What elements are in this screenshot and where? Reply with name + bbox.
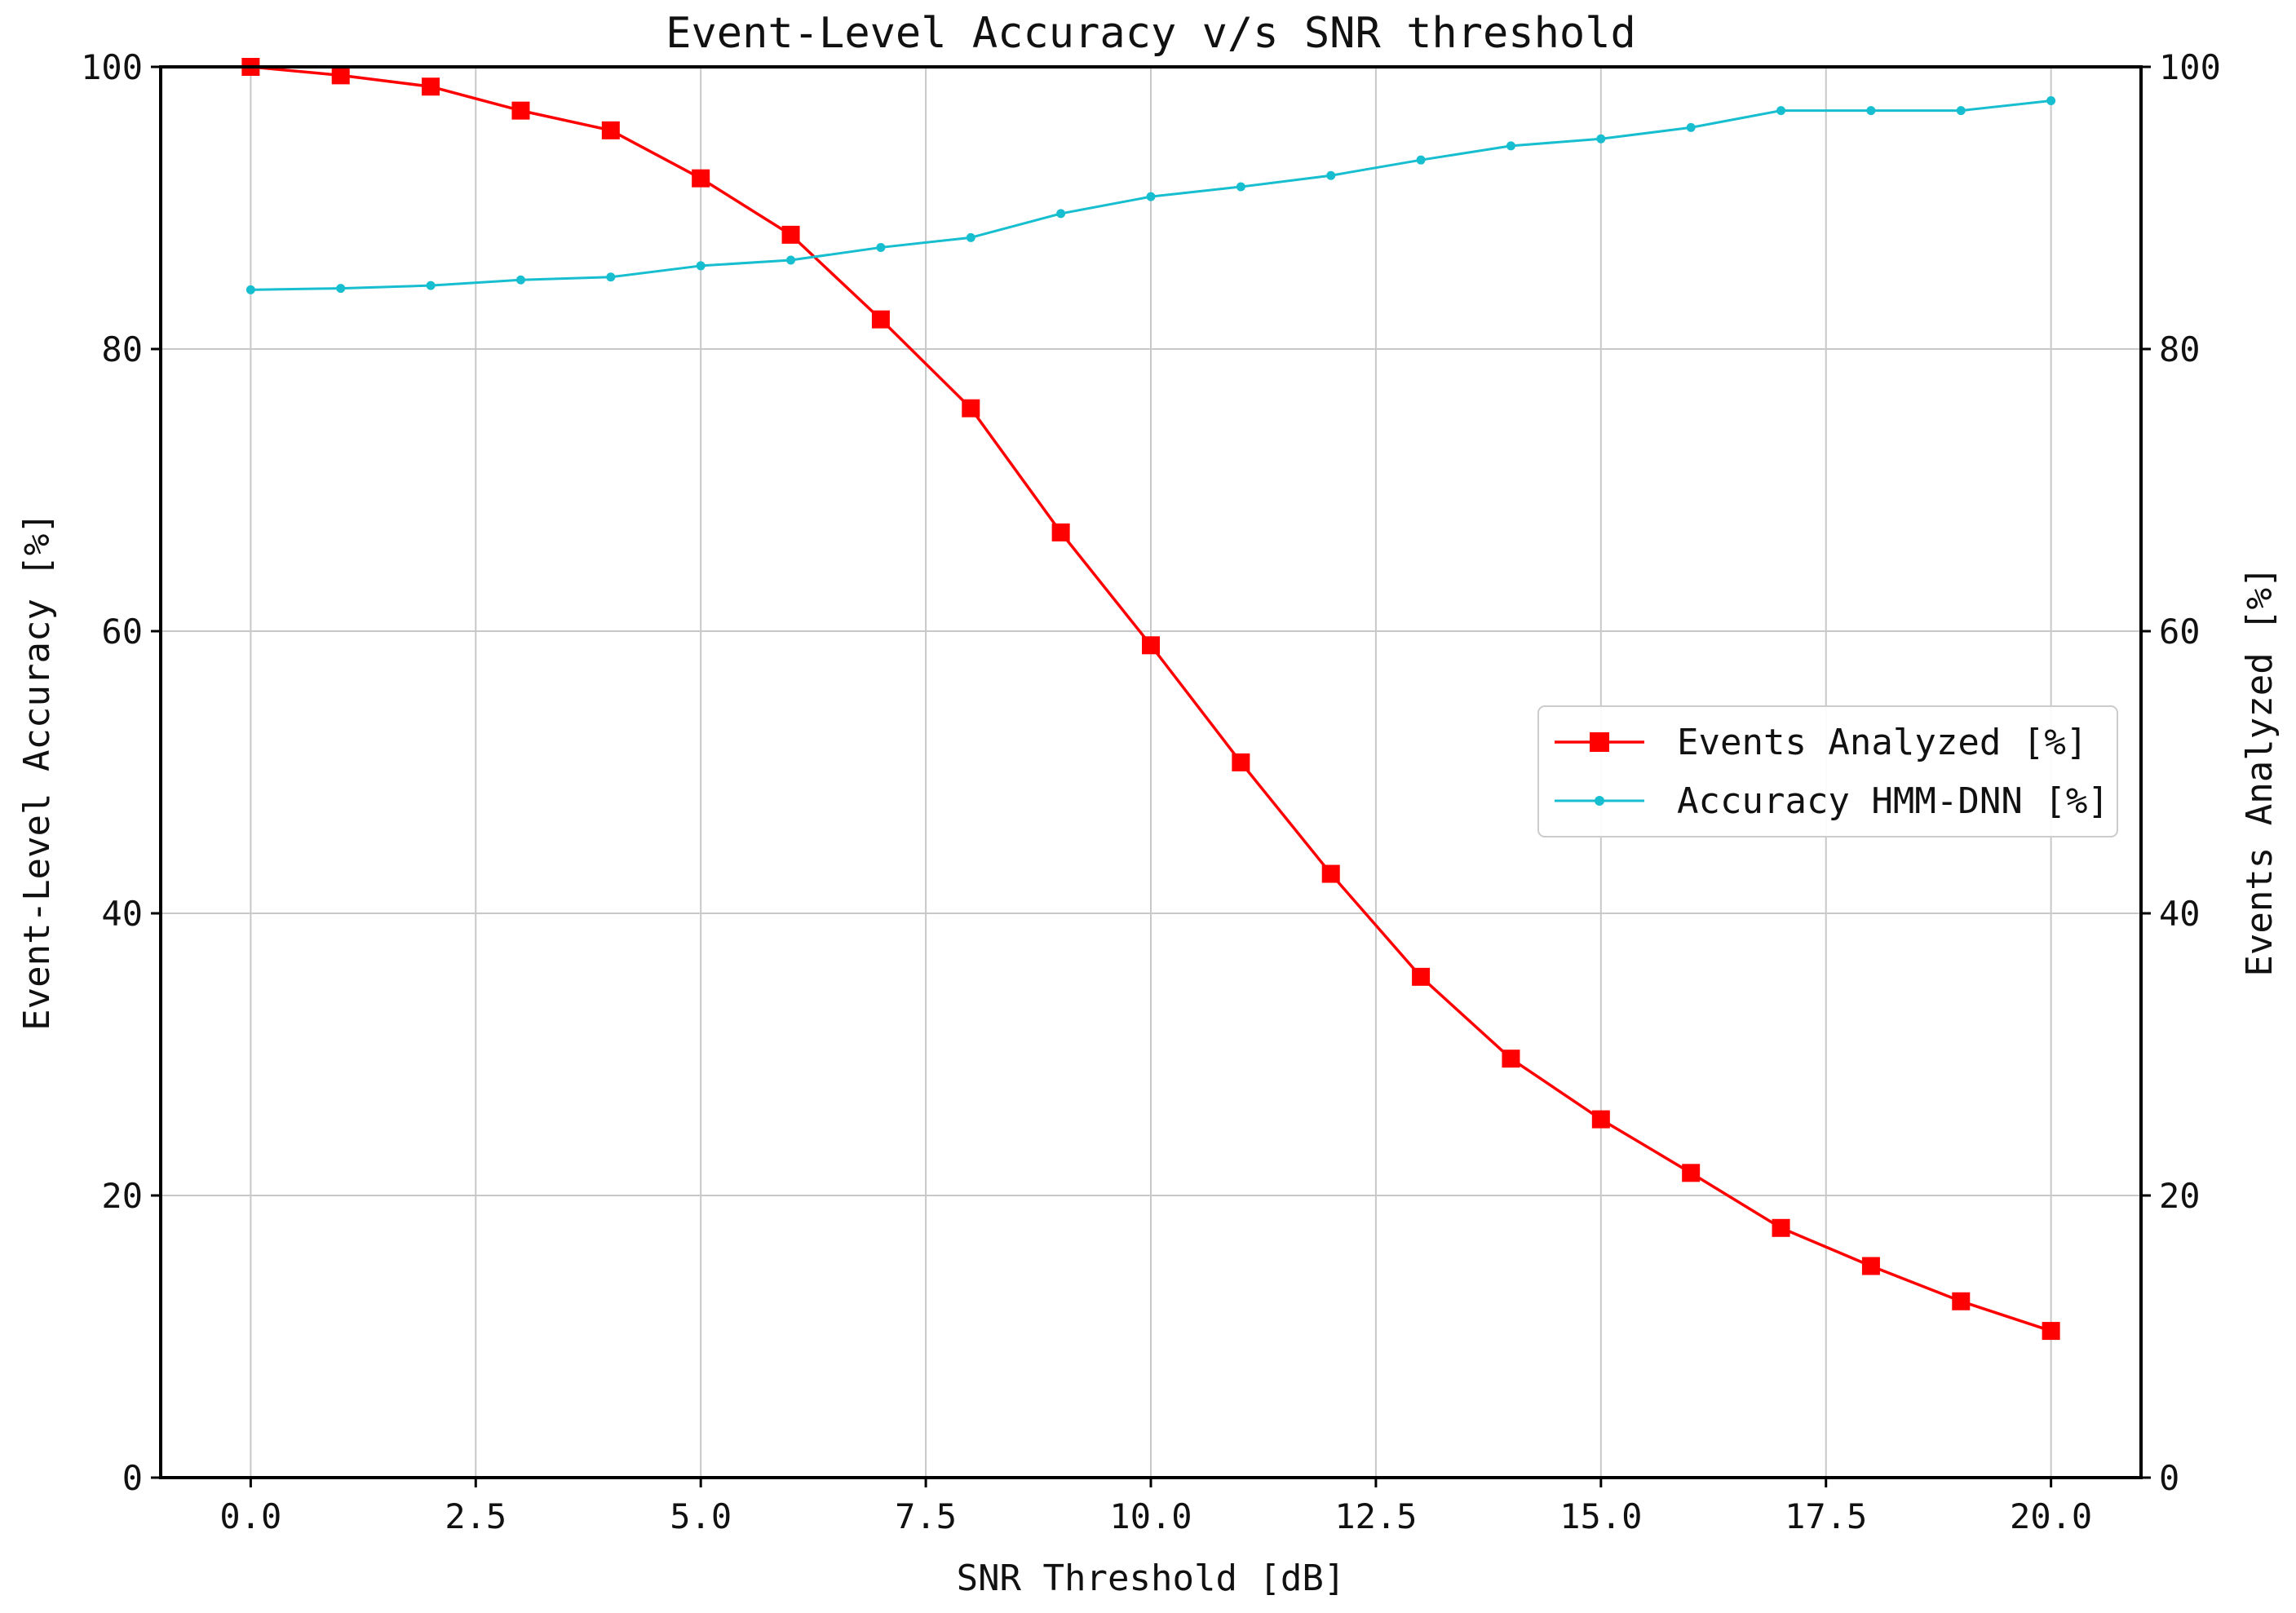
x-axis-ticks: 0.0 2.5 5.0 7.5 10.0 12.5 15.0 17.5 20.0 — [219, 1478, 2092, 1536]
data-point-accuracy-hmm-dnn — [1866, 106, 1876, 116]
y-left-tick-label: 20 — [101, 1176, 143, 1216]
y-right-tick-label: 100 — [2159, 47, 2221, 87]
legend: Events Analyzed [%] Accuracy HMM-DNN [%] — [1537, 705, 2118, 837]
y-left-tick-label: 60 — [101, 612, 143, 652]
data-point-accuracy-hmm-dnn — [246, 285, 255, 294]
data-point-events-analyzed — [1772, 1218, 1790, 1237]
data-point-events-analyzed — [1142, 636, 1160, 655]
y-right-tick-label: 60 — [2159, 612, 2201, 652]
y-left-tick-label: 40 — [101, 894, 143, 934]
data-point-events-analyzed — [1861, 1257, 1880, 1275]
x-tick-label: 2.5 — [445, 1496, 507, 1536]
data-point-accuracy-hmm-dnn — [515, 275, 525, 285]
y-right-tick-label: 80 — [2159, 329, 2201, 369]
y-left-tick-label: 80 — [101, 329, 143, 369]
data-point-events-analyzed — [692, 169, 710, 188]
data-point-events-analyzed — [1321, 864, 1340, 883]
data-point-events-analyzed — [1232, 753, 1250, 771]
x-tick-label: 7.5 — [895, 1496, 957, 1536]
data-point-accuracy-hmm-dnn — [1686, 122, 1696, 132]
x-tick-label: 10.0 — [1109, 1496, 1192, 1536]
data-point-accuracy-hmm-dnn — [876, 242, 886, 252]
data-point-accuracy-hmm-dnn — [966, 232, 975, 242]
y-right-tick-label: 40 — [2159, 894, 2201, 934]
data-point-accuracy-hmm-dnn — [426, 281, 436, 290]
legend-marker-accuracy-hmm-dnn — [1595, 796, 1604, 806]
data-point-events-analyzed — [1412, 967, 1431, 986]
data-point-events-analyzed — [962, 399, 980, 418]
data-point-events-analyzed — [511, 101, 530, 120]
data-point-accuracy-hmm-dnn — [606, 272, 616, 282]
legend-label-events-analyzed: Events Analyzed [%] — [1677, 722, 2087, 763]
data-point-events-analyzed — [781, 225, 800, 244]
legend-label-accuracy-hmm-dnn: Accuracy HMM-DNN [%] — [1677, 780, 2109, 822]
y-axis-right-ticks: 0 20 40 60 80 100 — [2141, 47, 2221, 1498]
y-right-tick-label: 20 — [2159, 1176, 2201, 1216]
data-point-accuracy-hmm-dnn — [336, 284, 346, 294]
data-point-accuracy-hmm-dnn — [696, 261, 706, 271]
data-point-accuracy-hmm-dnn — [1506, 141, 1515, 151]
legend-box — [1537, 705, 2118, 837]
y-axis-left-ticks: 0 20 40 60 80 100 — [81, 47, 161, 1498]
data-point-accuracy-hmm-dnn — [1776, 106, 1786, 116]
data-point-events-analyzed — [422, 77, 440, 96]
y-axis-right-label: Events Analyzed [%] — [2239, 566, 2281, 976]
data-point-accuracy-hmm-dnn — [1596, 134, 1606, 144]
data-point-events-analyzed — [331, 66, 350, 85]
data-point-accuracy-hmm-dnn — [786, 255, 796, 265]
x-axis-label: SNR Threshold [dB] — [957, 1558, 1346, 1599]
x-tick-label: 12.5 — [1334, 1496, 1417, 1536]
data-point-accuracy-hmm-dnn — [1416, 155, 1426, 165]
data-point-accuracy-hmm-dnn — [1146, 192, 1156, 201]
data-point-events-analyzed — [1952, 1292, 1971, 1310]
data-point-events-analyzed — [871, 310, 890, 329]
x-tick-label: 15.0 — [1559, 1496, 1642, 1536]
y-left-tick-label: 0 — [122, 1458, 143, 1498]
data-point-events-analyzed — [601, 121, 620, 139]
y-left-tick-label: 100 — [81, 47, 143, 87]
data-point-events-analyzed — [2042, 1322, 2060, 1341]
data-point-accuracy-hmm-dnn — [2046, 96, 2056, 106]
data-point-accuracy-hmm-dnn — [1056, 209, 1066, 219]
data-point-events-analyzed — [1502, 1050, 1520, 1068]
data-point-events-analyzed — [1591, 1110, 1610, 1129]
x-tick-label: 20.0 — [2010, 1496, 2092, 1536]
data-point-accuracy-hmm-dnn — [1956, 106, 1966, 116]
y-right-tick-label: 0 — [2159, 1458, 2179, 1498]
x-tick-label: 5.0 — [670, 1496, 732, 1536]
legend-marker-events-analyzed — [1590, 732, 1609, 752]
series-markers — [241, 58, 2060, 1341]
x-tick-label: 17.5 — [1785, 1496, 1867, 1536]
x-tick-label: 0.0 — [219, 1496, 281, 1536]
chart-title: Event-Level Accuracy v/s SNR threshold — [666, 9, 1636, 58]
data-point-accuracy-hmm-dnn — [1236, 182, 1245, 192]
data-point-accuracy-hmm-dnn — [1326, 170, 1336, 180]
y-axis-left-label: Event-Level Accuracy [%] — [16, 512, 58, 1031]
data-point-events-analyzed — [1682, 1164, 1701, 1182]
data-point-events-analyzed — [1051, 523, 1070, 541]
